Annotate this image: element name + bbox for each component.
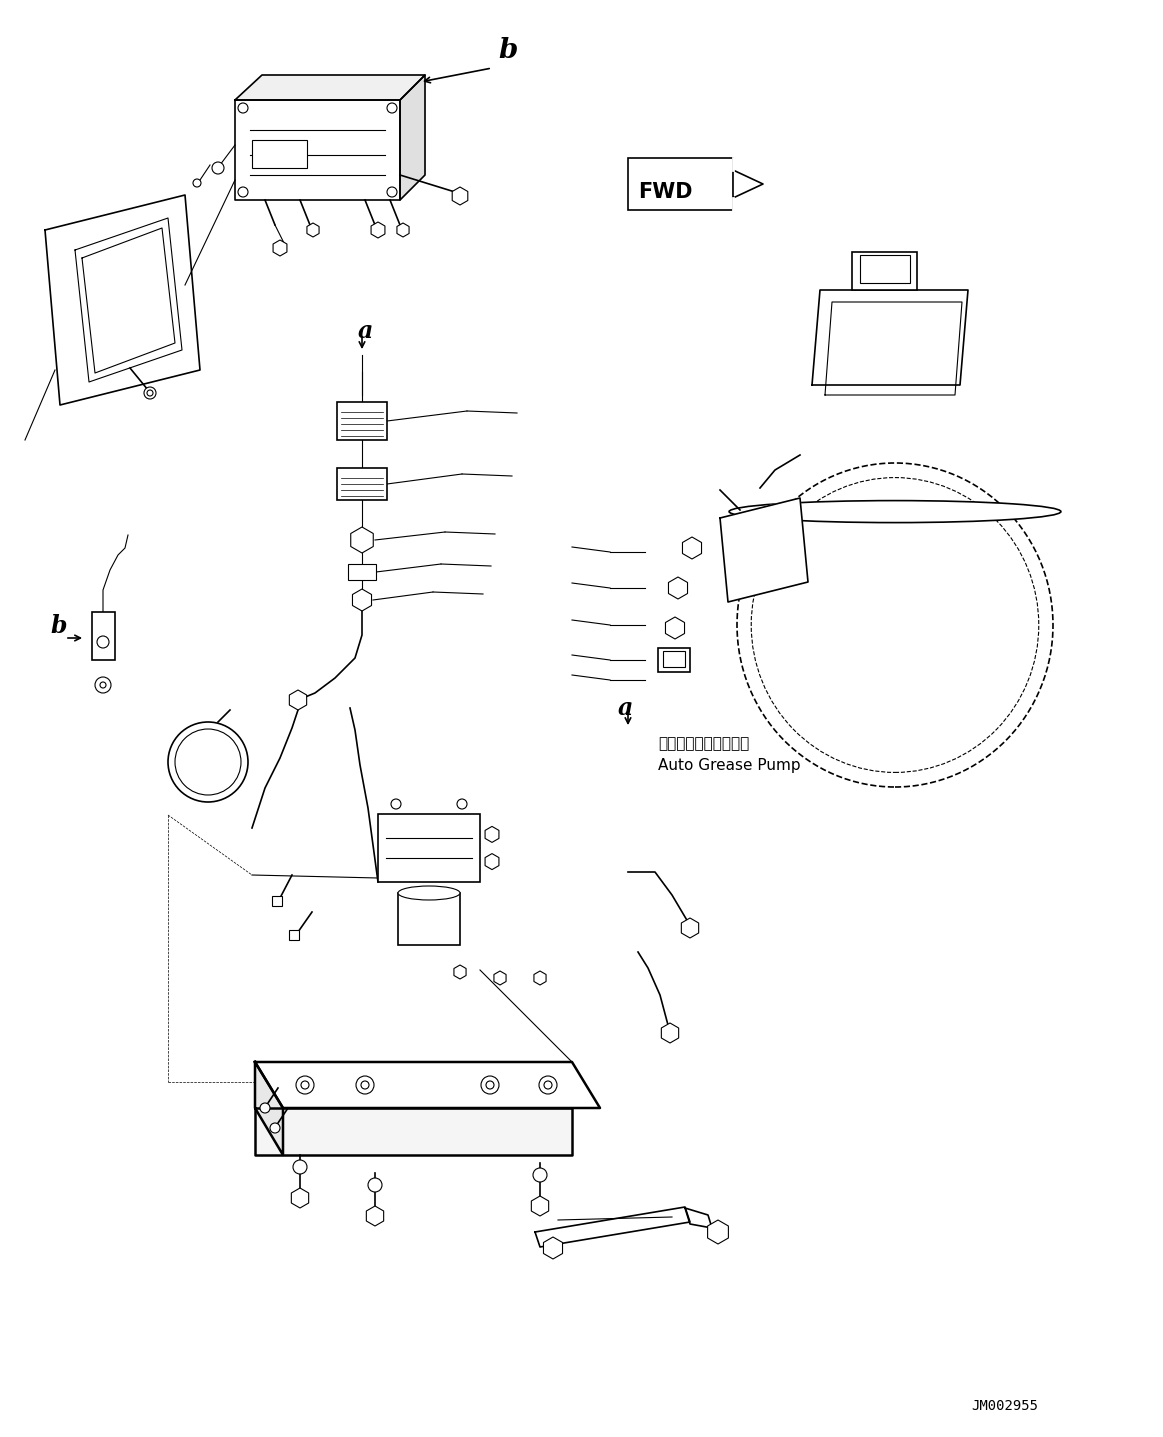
Circle shape: [270, 1122, 280, 1132]
Polygon shape: [45, 195, 200, 405]
Bar: [378, 813, 480, 882]
Text: JM002955: JM002955: [971, 1400, 1039, 1413]
Circle shape: [238, 187, 248, 197]
Bar: [348, 563, 376, 581]
Circle shape: [174, 729, 241, 795]
Circle shape: [481, 1076, 499, 1094]
Bar: [337, 468, 387, 500]
Circle shape: [301, 1081, 309, 1089]
Polygon shape: [733, 170, 763, 198]
Circle shape: [356, 1076, 374, 1094]
Circle shape: [391, 799, 401, 809]
Text: オートグリースポンプ: オートグリースポンプ: [658, 736, 749, 752]
Bar: [252, 139, 307, 168]
Bar: [92, 612, 115, 660]
Bar: [663, 651, 685, 667]
Circle shape: [293, 1160, 307, 1174]
Circle shape: [167, 721, 248, 802]
Polygon shape: [812, 290, 968, 385]
Text: Auto Grease Pump: Auto Grease Pump: [658, 757, 800, 773]
Circle shape: [261, 1104, 270, 1114]
Circle shape: [95, 677, 110, 693]
Circle shape: [368, 1178, 381, 1193]
FancyBboxPatch shape: [628, 158, 733, 210]
Polygon shape: [535, 1207, 690, 1247]
Circle shape: [144, 387, 156, 399]
Circle shape: [538, 1076, 557, 1094]
Text: a: a: [618, 696, 633, 720]
Text: a: a: [358, 319, 373, 343]
Ellipse shape: [737, 463, 1053, 787]
Circle shape: [97, 637, 109, 648]
Polygon shape: [400, 75, 424, 200]
Circle shape: [544, 1081, 552, 1089]
Circle shape: [387, 187, 397, 197]
Bar: [859, 254, 909, 283]
Polygon shape: [255, 1062, 600, 1108]
Polygon shape: [685, 1209, 712, 1229]
Text: b: b: [50, 614, 66, 638]
Bar: [337, 402, 387, 440]
Circle shape: [193, 180, 201, 187]
Circle shape: [486, 1081, 494, 1089]
Polygon shape: [235, 75, 424, 101]
Circle shape: [533, 1168, 547, 1183]
Ellipse shape: [729, 500, 1061, 523]
Circle shape: [361, 1081, 369, 1089]
Polygon shape: [255, 1062, 283, 1155]
Bar: [658, 648, 690, 673]
Bar: [852, 251, 916, 290]
Text: b: b: [498, 37, 518, 65]
Circle shape: [100, 683, 106, 688]
Ellipse shape: [751, 477, 1039, 773]
Circle shape: [387, 103, 397, 114]
Bar: [398, 892, 461, 946]
Circle shape: [297, 1076, 314, 1094]
Polygon shape: [235, 101, 400, 200]
Ellipse shape: [398, 887, 461, 900]
Circle shape: [238, 103, 248, 114]
Polygon shape: [720, 499, 808, 602]
Circle shape: [212, 162, 224, 174]
Circle shape: [147, 389, 154, 397]
Circle shape: [457, 799, 468, 809]
Text: FWD: FWD: [638, 182, 692, 203]
Polygon shape: [255, 1108, 572, 1155]
